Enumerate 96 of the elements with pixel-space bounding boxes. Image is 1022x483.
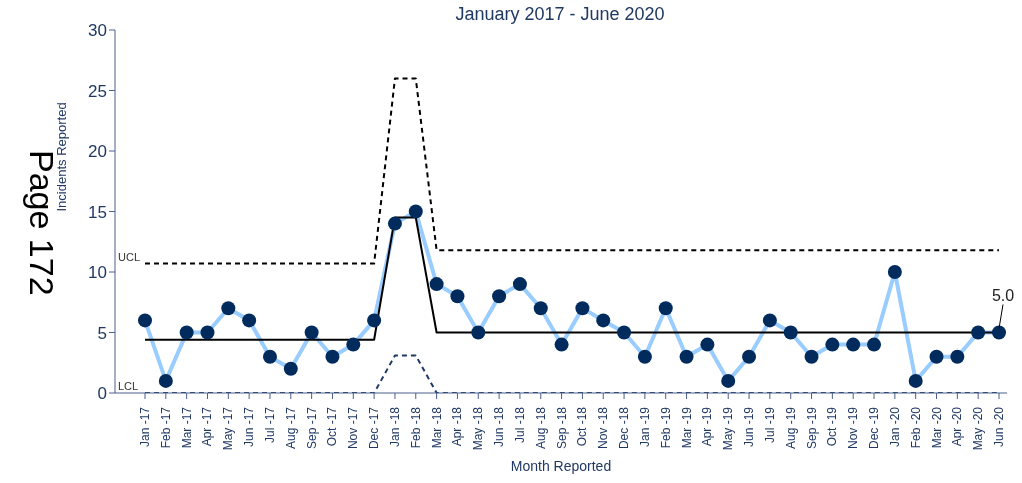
x-tick-label: Mar -17 [179,406,194,449]
y-tick-label: 15 [88,202,107,222]
series-label: LCL [118,380,139,392]
point [637,349,652,364]
x-tick-label: Feb -19 [658,406,673,449]
x-tick-label: Nov -18 [596,406,611,450]
point [617,325,632,340]
x-tick-label: Aug -18 [533,406,548,450]
x-tick-label: Sep -19 [804,406,819,450]
point [471,325,486,340]
x-tick-label: Dec -19 [867,406,882,450]
data-label: 5.0 [991,286,1015,304]
x-tick-label: Jul -19 [762,406,777,444]
point [887,265,902,279]
y-tick-label: 5 [97,323,107,343]
point [950,349,965,364]
point [804,349,819,364]
x-tick-label: Mar -18 [429,406,444,449]
x-tick-label: Aug -19 [783,406,798,450]
chart-title: January 2017 - June 2020 [455,4,665,24]
point [450,289,465,304]
x-tick-label: Feb -20 [908,406,923,449]
point [908,373,923,388]
point [138,313,152,328]
point [283,361,298,376]
point [783,325,798,340]
x-tick-label: Jul -18 [512,406,527,444]
x-tick-label: Mar -20 [929,406,944,449]
point [262,349,277,364]
point [929,349,944,364]
point [346,337,361,352]
point [700,337,715,352]
x-tick-label: Jun -18 [492,406,507,448]
point [971,325,986,340]
point [679,349,694,364]
x-tick-label: Jan -18 [387,406,402,448]
point [242,313,257,328]
point [575,301,590,316]
point [658,301,673,316]
point [596,313,611,328]
x-tick-label: Apr -17 [200,406,215,447]
point [533,301,548,316]
series-label: UCL [118,250,141,263]
x-tick-label: May -18 [471,406,486,451]
x-tick-label: Sep -18 [554,406,569,450]
x-tick-label: Jul -17 [262,406,277,444]
point [200,325,215,340]
point [992,325,1006,340]
x-tick-label: Jan -17 [138,406,152,448]
point [179,325,194,340]
point [846,337,861,352]
point [387,216,402,231]
x-tick-label: Nov -19 [846,406,861,450]
x-tick-label: Jun -19 [742,406,757,448]
x-tick-label: Apr -18 [450,406,465,447]
point [762,313,777,328]
point [304,325,319,340]
x-tick-label: Oct -18 [575,406,590,447]
point [492,289,507,304]
point [512,277,527,292]
x-tick-label: Nov -17 [346,406,361,450]
x-tick-label: Oct -19 [825,406,840,447]
x-tick-label: Oct -17 [325,406,340,447]
point [721,373,736,388]
y-tick-label: 20 [88,142,107,162]
y-tick-label: 10 [88,263,107,283]
x-axis-title: Month Reported [510,458,612,474]
point [158,373,173,388]
y-tick-label: 25 [88,81,107,101]
x-tick-label: Feb -18 [408,406,423,449]
x-tick-label: Jan -20 [887,406,902,448]
point [429,277,444,292]
x-tick-label: May -20 [971,406,986,451]
point [825,337,840,352]
point [742,349,757,364]
x-tick-label: Apr -19 [700,406,715,447]
point [554,337,569,352]
x-tick-label: Apr -20 [950,406,965,447]
x-tick-label: Dec -17 [367,406,382,450]
x-tick-label: Dec -18 [617,406,632,450]
point [221,301,236,316]
x-tick-label: Feb -17 [158,406,173,449]
x-tick-label: Mar -19 [679,406,694,449]
x-tick-label: Aug -17 [283,406,298,450]
point [867,337,882,352]
point [367,313,382,328]
x-tick-label: Sep -17 [304,406,319,450]
x-tick-label: Jan -19 [637,406,652,448]
x-tick-label: Jun -17 [242,406,257,448]
x-tick-label: May -17 [221,406,236,451]
x-tick-label: Jun -20 [992,406,1006,448]
point [408,204,423,219]
y-tick-label: 0 [97,384,107,404]
y-tick-label: 30 [88,21,107,41]
x-tick-label: May -19 [721,406,736,451]
point [325,349,340,364]
